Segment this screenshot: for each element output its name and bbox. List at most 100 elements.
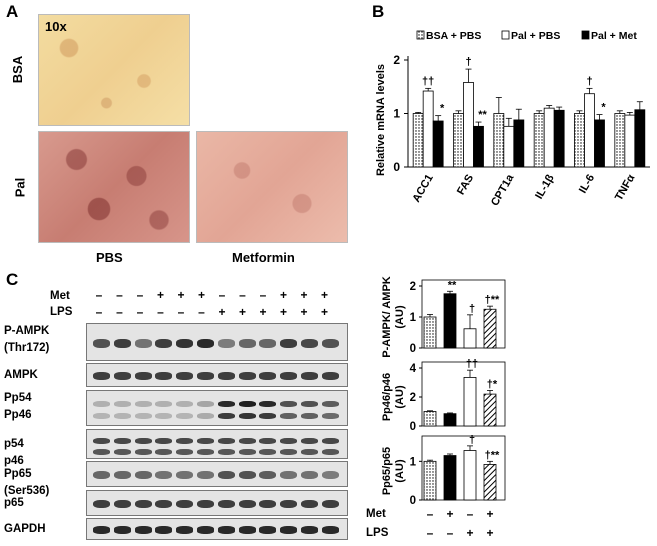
lps-row-label: LPS	[50, 306, 73, 318]
band	[321, 448, 339, 455]
micrograph-pal-pbs	[38, 131, 190, 243]
lps-sign: +	[320, 305, 328, 319]
micrograph-bsa-pbs: 10x	[38, 14, 190, 126]
band	[176, 499, 194, 509]
bottom-lps-sign: +	[486, 526, 494, 540]
band	[301, 338, 318, 348]
band	[321, 338, 339, 348]
blot-strip-ampk	[86, 363, 348, 387]
band	[93, 338, 110, 348]
bottom-met-sign: +	[446, 507, 454, 521]
band	[280, 526, 298, 534]
quant-bar	[443, 413, 457, 427]
quant-ylabel: Pp46/p46(AU)	[381, 373, 406, 421]
quant-bar	[423, 460, 437, 501]
blot-label-ampk: AMPK	[4, 369, 38, 382]
blot-label-pp54: Pp54 Pp46	[4, 392, 32, 422]
band	[301, 372, 318, 380]
panel-a-label: A	[6, 2, 19, 21]
band	[301, 470, 318, 480]
lps-sign: –	[157, 305, 164, 319]
band	[217, 401, 235, 408]
band	[93, 526, 110, 534]
band	[280, 338, 298, 348]
band	[217, 438, 235, 445]
lps-sign: –	[198, 305, 205, 319]
y-axis-label: Relative mRNA levels	[375, 64, 387, 176]
legend-pal-pbs: Pal + PBS	[511, 30, 560, 42]
y-tick-label: 1	[410, 456, 417, 468]
band	[259, 448, 277, 455]
band	[259, 338, 277, 348]
quant-bar	[483, 464, 497, 501]
bottom-met-sign: –	[466, 507, 474, 521]
bottom-lps-sign: +	[466, 526, 474, 540]
band	[155, 438, 173, 445]
band	[321, 438, 339, 445]
significance-mark: **	[448, 279, 457, 291]
bar-ACC1-PalPBS	[422, 90, 434, 168]
band	[280, 438, 298, 445]
band	[301, 526, 318, 534]
band	[197, 338, 214, 348]
significance-mark: †	[465, 56, 471, 68]
bar-FAS-PalMet	[473, 125, 484, 168]
band	[176, 338, 194, 348]
panel-b-label: B	[372, 2, 385, 21]
band	[238, 413, 256, 420]
band	[301, 401, 318, 408]
x-tick-label: CPT1a	[489, 172, 517, 208]
band	[280, 413, 298, 420]
blot-strip-p65	[86, 490, 348, 516]
legend-bsa-pbs: BSA + PBS	[426, 30, 481, 42]
bar-ACC1-BSAPBS	[412, 113, 424, 168]
band	[93, 372, 110, 380]
bar-IL-6-BSAPBS	[574, 113, 585, 168]
significance-mark: *	[601, 102, 606, 114]
x-tick-label: ACC1	[410, 173, 435, 205]
x-tick-label: TNFα	[613, 172, 638, 203]
band	[197, 413, 214, 420]
significance-mark: †*	[487, 378, 498, 390]
significance-mark: †**	[485, 449, 500, 461]
x-tick-label: IL-1β	[533, 172, 557, 201]
lps-sign: +	[238, 305, 246, 319]
band	[176, 372, 194, 380]
met-sign: +	[156, 288, 164, 302]
band	[134, 499, 152, 509]
met-sign: –	[218, 288, 226, 302]
blot-label-line: (Thr172)	[4, 342, 50, 354]
band	[238, 499, 256, 509]
band	[134, 338, 152, 348]
band	[301, 448, 318, 455]
bottom-lps-sign: –	[426, 526, 434, 540]
band	[259, 372, 277, 380]
band	[197, 499, 214, 509]
col-label-metformin: Metformin	[232, 250, 295, 265]
bar-FAS-PalPBS	[463, 82, 474, 168]
lps-sign: +	[279, 305, 287, 319]
significance-mark: †	[469, 434, 475, 446]
bar-ACC1-PalMet	[432, 120, 444, 168]
band	[155, 338, 173, 348]
band	[259, 413, 277, 420]
y-tick-label: 0	[410, 495, 416, 507]
met-sign: –	[116, 288, 123, 302]
band	[155, 413, 173, 420]
band	[134, 448, 152, 455]
significance-mark: ††	[466, 358, 478, 370]
band	[113, 470, 131, 480]
quant-bar	[443, 293, 457, 349]
quant-frame	[421, 435, 506, 501]
band	[134, 401, 152, 408]
blot-label-line: p46	[4, 454, 24, 467]
quant-frame	[421, 361, 506, 427]
met-sign: –	[259, 288, 267, 302]
bar-TNFα-PalMet	[634, 109, 646, 168]
bottom-met-sign: +	[486, 507, 494, 521]
band	[259, 470, 277, 480]
band	[238, 448, 256, 455]
col-label-pbs: PBS	[96, 250, 123, 265]
band	[113, 413, 131, 420]
band	[155, 372, 173, 380]
